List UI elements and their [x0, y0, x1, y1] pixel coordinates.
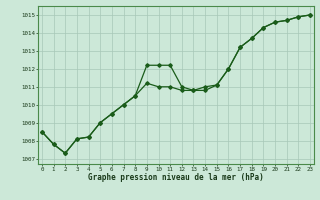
X-axis label: Graphe pression niveau de la mer (hPa): Graphe pression niveau de la mer (hPa) — [88, 173, 264, 182]
